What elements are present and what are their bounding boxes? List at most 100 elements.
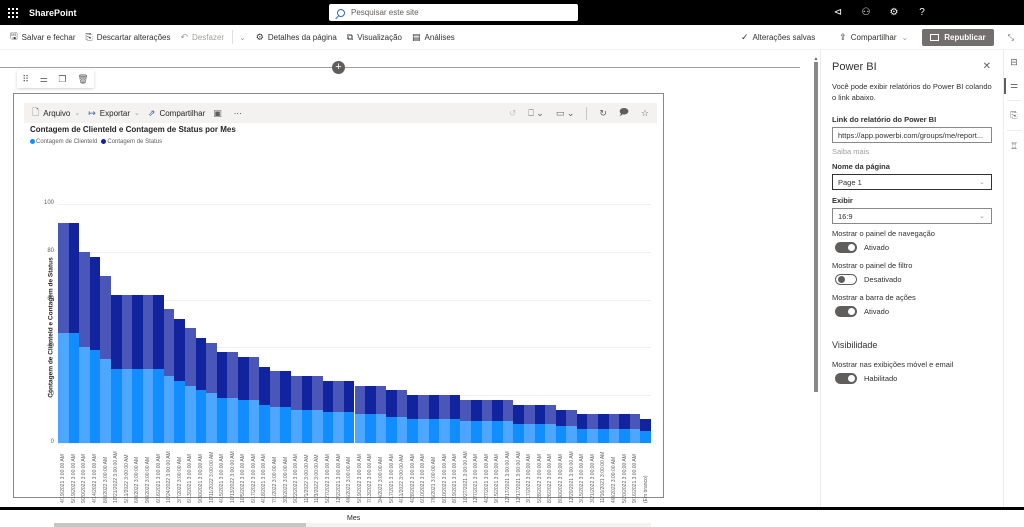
- bar-segment-status[interactable]: [365, 385, 376, 415]
- bar-segment-status[interactable]: [354, 385, 366, 415]
- bar-segment-status[interactable]: [492, 399, 503, 422]
- bar-segment-status[interactable]: [460, 399, 471, 422]
- scrollbar-thumb[interactable]: [814, 62, 818, 392]
- chart-bar[interactable]: [280, 371, 291, 443]
- bar-segment-status[interactable]: [110, 294, 122, 369]
- bar-segment-clientid[interactable]: [354, 414, 366, 443]
- legend-item-status[interactable]: Contagem de Status: [101, 139, 162, 145]
- bar-segment-clientid[interactable]: [460, 421, 471, 443]
- chart-bar[interactable]: [343, 380, 355, 443]
- bar-segment-clientid[interactable]: [566, 426, 577, 443]
- bar-segment-clientid[interactable]: [492, 421, 503, 443]
- refresh-icon[interactable]: ↻: [599, 107, 607, 118]
- page-name-dropdown[interactable]: Page 1 ⌄: [832, 174, 992, 190]
- people-icon[interactable]: ⚇: [861, 7, 871, 18]
- bar-segment-status[interactable]: [174, 318, 186, 381]
- chart-bar[interactable]: [545, 404, 556, 443]
- bar-segment-status[interactable]: [428, 395, 440, 420]
- chart-bar[interactable]: [68, 223, 80, 443]
- help-icon[interactable]: ?: [919, 7, 925, 18]
- bar-segment-status[interactable]: [121, 294, 133, 369]
- chart-bar[interactable]: [460, 399, 471, 443]
- bar-segment-clientid[interactable]: [322, 411, 334, 443]
- bar-segment-clientid[interactable]: [375, 414, 387, 443]
- bar-segment-clientid[interactable]: [386, 416, 397, 443]
- bar-segment-status[interactable]: [619, 414, 630, 429]
- republish-button[interactable]: Republicar: [922, 29, 994, 46]
- bar-segment-status[interactable]: [481, 399, 493, 422]
- powerbi-webpart[interactable]: 🗋 Arquivo ⌄ ↦ Exportar ⌄ ⇗ Compartilhar …: [13, 93, 664, 527]
- chart-bar[interactable]: [555, 409, 567, 443]
- discard-button[interactable]: ⎘ Descartar alterações: [85, 32, 170, 43]
- chart-bar[interactable]: [418, 395, 429, 443]
- bar-segment-clientid[interactable]: [174, 380, 186, 443]
- delete-icon[interactable]: 🗑: [77, 73, 89, 84]
- chart-bar[interactable]: [449, 395, 461, 443]
- chart-bar[interactable]: [322, 380, 334, 443]
- bar-segment-status[interactable]: [79, 251, 90, 348]
- gear-icon[interactable]: ⚙: [889, 7, 899, 18]
- bar-segment-status[interactable]: [608, 414, 620, 429]
- bar-segment-clientid[interactable]: [428, 419, 440, 443]
- bar-segment-clientid[interactable]: [227, 397, 238, 443]
- chart-bar[interactable]: [566, 409, 577, 443]
- bar-segment-status[interactable]: [312, 376, 323, 410]
- bar-segment-status[interactable]: [259, 366, 270, 405]
- chart-bar[interactable]: [259, 366, 270, 443]
- chart-bar[interactable]: [354, 385, 366, 443]
- bar-segment-status[interactable]: [142, 294, 154, 369]
- chart-bar[interactable]: [195, 337, 207, 443]
- bar-segment-clientid[interactable]: [365, 414, 376, 443]
- chart-bar[interactable]: [227, 352, 238, 443]
- chart-bar[interactable]: [640, 419, 651, 443]
- bar-segment-status[interactable]: [587, 414, 599, 429]
- share-report-button[interactable]: ⇗ Compartilhar: [148, 108, 205, 119]
- chart-bar[interactable]: [608, 414, 620, 443]
- bar-segment-clientid[interactable]: [195, 390, 207, 443]
- bar-segment-clientid[interactable]: [439, 419, 450, 443]
- app-launcher-button[interactable]: [0, 0, 26, 25]
- chart-bar[interactable]: [481, 399, 493, 443]
- mobile-email-toggle[interactable]: [835, 373, 857, 384]
- chart-bar[interactable]: [576, 414, 588, 443]
- reset-icon[interactable]: ↺: [508, 107, 517, 118]
- bar-segment-clientid[interactable]: [629, 428, 641, 443]
- chart-bar[interactable]: [502, 399, 514, 443]
- bar-segment-status[interactable]: [301, 376, 313, 410]
- bar-segment-clientid[interactable]: [619, 428, 630, 443]
- bar-segment-clientid[interactable]: [333, 411, 344, 443]
- bar-segment-status[interactable]: [523, 404, 535, 424]
- megaphone-icon[interactable]: ⊲: [833, 7, 843, 18]
- bar-segment-status[interactable]: [163, 309, 175, 377]
- action-bar-toggle[interactable]: [835, 306, 857, 317]
- bar-segment-status[interactable]: [566, 409, 577, 427]
- toolbox-icon[interactable]: ⊟: [1010, 57, 1018, 67]
- chart-bar[interactable]: [58, 223, 69, 443]
- bar-segment-status[interactable]: [248, 356, 260, 400]
- chart-horizontal-scrollbar[interactable]: [54, 523, 651, 527]
- nav-pane-toggle[interactable]: [835, 242, 857, 253]
- design-ideas-icon[interactable]: ⎘: [1010, 110, 1018, 120]
- search-box[interactable]: Pesquisar este site: [329, 4, 578, 21]
- duplicate-icon[interactable]: ❐: [58, 73, 67, 84]
- chart-bar[interactable]: [269, 371, 281, 443]
- bar-segment-clientid[interactable]: [185, 385, 196, 443]
- bar-segment-clientid[interactable]: [481, 421, 493, 443]
- bar-segment-clientid[interactable]: [280, 407, 291, 443]
- bar-segment-status[interactable]: [195, 337, 207, 391]
- bar-segment-clientid[interactable]: [100, 359, 111, 443]
- chart-bar[interactable]: [110, 294, 122, 443]
- chart-bar[interactable]: [238, 356, 249, 443]
- bar-segment-clientid[interactable]: [216, 397, 228, 443]
- add-section-button[interactable]: +: [332, 61, 345, 74]
- page-design-icon[interactable]: ♖: [1009, 141, 1019, 151]
- bar-segment-status[interactable]: [89, 256, 101, 350]
- bar-segment-status[interactable]: [343, 380, 355, 412]
- chart-bar[interactable]: [386, 390, 397, 443]
- undo-dropdown[interactable]: ⌄: [239, 33, 246, 42]
- bar-segment-status[interactable]: [269, 371, 281, 408]
- bar-segment-clientid[interactable]: [89, 349, 101, 443]
- bar-segment-status[interactable]: [333, 380, 344, 412]
- bookmark-icon[interactable]: ⎕ ⌄: [528, 107, 544, 118]
- bar-segment-clientid[interactable]: [259, 404, 270, 443]
